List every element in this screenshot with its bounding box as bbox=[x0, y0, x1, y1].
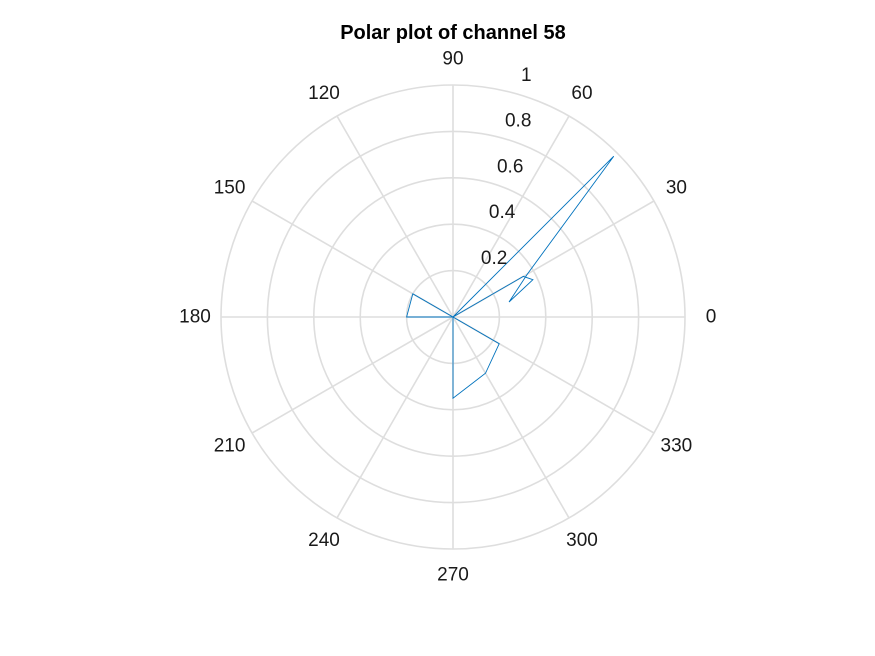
data-series bbox=[406, 155, 615, 400]
r-tick-labels: 0.2 0.4 0.6 0.8 1 bbox=[481, 65, 532, 269]
r-tick-label: 1 bbox=[521, 65, 532, 86]
r-tick-label: 0.2 bbox=[481, 248, 507, 269]
series-line bbox=[406, 155, 615, 400]
grid-spoke bbox=[336, 115, 454, 318]
chart-title: Polar plot of channel 58 bbox=[340, 22, 566, 44]
theta-tick-label: 90 bbox=[442, 49, 463, 70]
grid-spoke bbox=[251, 316, 454, 434]
theta-tick-labels: 0 30 60 90 120 150 180 210 240 270 300 330 bbox=[179, 49, 716, 586]
grid-spoke bbox=[452, 316, 570, 519]
theta-tick-label: 150 bbox=[214, 178, 246, 199]
theta-tick-label: 330 bbox=[661, 436, 693, 457]
grid-spoke bbox=[336, 316, 454, 519]
theta-tick-label: 30 bbox=[666, 178, 687, 199]
grid-spoke bbox=[452, 115, 570, 318]
theta-tick-label: 270 bbox=[437, 565, 469, 586]
r-tick-label: 0.4 bbox=[489, 202, 516, 223]
theta-tick-label: 240 bbox=[308, 530, 340, 551]
theta-tick-label: 0 bbox=[706, 307, 717, 328]
theta-tick-label: 180 bbox=[179, 307, 211, 328]
theta-tick-label: 120 bbox=[308, 83, 340, 104]
r-tick-label: 0.8 bbox=[505, 111, 531, 132]
r-tick-label: 0.6 bbox=[497, 156, 523, 177]
theta-tick-label: 60 bbox=[571, 83, 592, 104]
theta-tick-label: 210 bbox=[214, 436, 246, 457]
theta-tick-label: 300 bbox=[566, 530, 598, 551]
